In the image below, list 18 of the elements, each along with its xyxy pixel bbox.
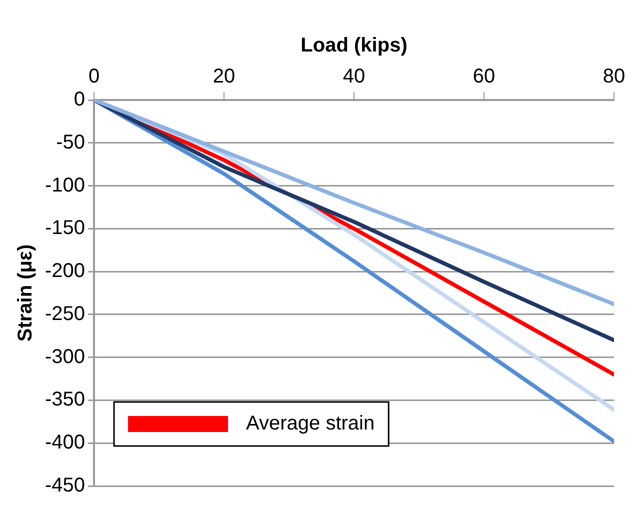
y-tick-label: -450 [45, 474, 86, 497]
y-tick-label: -200 [45, 260, 86, 282]
x-tick-label: 80 [602, 66, 626, 88]
x-tick-label: 60 [472, 66, 496, 88]
x-tick-label: 0 [88, 66, 100, 88]
y-tick-label: 0 [74, 88, 86, 111]
x-tick-label: 40 [342, 66, 366, 88]
legend-label: Average strain [246, 412, 375, 435]
y-tick-label: -350 [45, 388, 86, 411]
x-tick-label: 20 [212, 66, 236, 88]
y-tick-label: -400 [45, 432, 86, 454]
x-axis-title: Load (kips) [300, 34, 408, 57]
y-tick-label: -100 [45, 174, 86, 196]
y-tick-label: -300 [45, 346, 86, 368]
y-axis-title: Strain (με) [14, 244, 37, 342]
y-tick-label: -250 [45, 302, 86, 325]
y-tick-label: -50 [56, 131, 86, 154]
y-tick-label: -150 [45, 217, 86, 240]
